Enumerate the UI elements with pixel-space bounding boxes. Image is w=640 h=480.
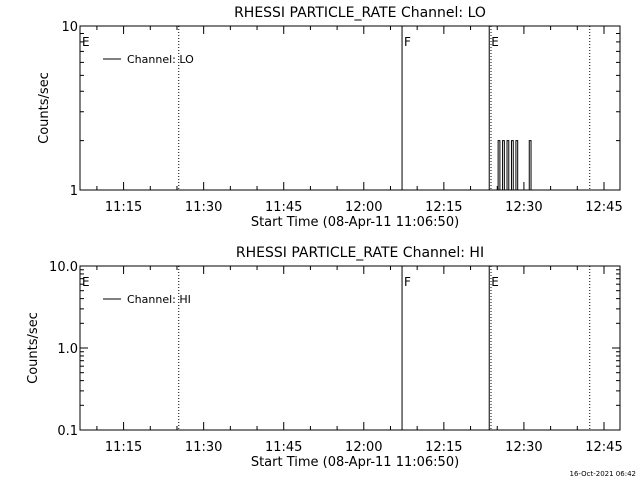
x-tick-label: 12:30 (505, 200, 542, 215)
y-tick-label: 1.0 (57, 342, 78, 357)
y-axis-label: Counts/sec (37, 72, 52, 144)
x-tick-label: 11:30 (185, 440, 222, 455)
annotation-label: E (491, 35, 499, 49)
x-tick-label: 12:15 (425, 440, 462, 455)
x-tick-label: 12:00 (345, 200, 382, 215)
x-tick-label: 11:15 (105, 200, 142, 215)
y-tick-label: 1 (70, 184, 78, 199)
x-tick-label: 11:45 (265, 200, 302, 215)
x-tick-label: 12:45 (585, 440, 622, 455)
chart-title: RHESSI PARTICLE_RATE Channel: LO (234, 5, 486, 21)
legend-label: Channel: LO (127, 53, 194, 66)
x-tick-label: 11:45 (265, 440, 302, 455)
y-tick-label: 10.0 (49, 260, 78, 275)
annotation-label: E (82, 275, 90, 289)
annotation-label: E (82, 35, 90, 49)
legend-label: Channel: HI (127, 293, 191, 306)
annotation-label: F (404, 275, 411, 289)
annotation-label: E (491, 275, 499, 289)
y-tick-label: 10 (61, 20, 78, 35)
lo-channel-panel: RHESSI PARTICLE_RATE Channel: LO E F E 11:15… (37, 5, 623, 230)
x-tick-label: 12:15 (425, 200, 462, 215)
chart-title: RHESSI PARTICLE_RATE Channel: HI (236, 245, 484, 261)
x-tick-label: 12:00 (345, 440, 382, 455)
hi-channel-panel: RHESSI PARTICLE_RATE Channel: HI E F E 11:15… (26, 245, 623, 470)
plot-frame (79, 265, 621, 431)
annotation-label: F (404, 35, 411, 49)
series-line (495, 140, 532, 191)
x-tick-label: 11:30 (185, 200, 222, 215)
x-tick-label: 11:15 (105, 440, 142, 455)
footer-timestamp: 16-Oct-2021 06:42 (570, 470, 636, 478)
y-axis-label: Counts/sec (26, 312, 41, 384)
x-tick-label: 12:45 (585, 200, 622, 215)
plot-frame (79, 25, 621, 191)
x-axis-label: Start Time (08-Apr-11 11:06:50) (251, 455, 459, 470)
y-tick-label: 0.1 (57, 424, 78, 439)
x-axis-label: Start Time (08-Apr-11 11:06:50) (251, 215, 459, 230)
x-tick-label: 12:30 (505, 440, 542, 455)
